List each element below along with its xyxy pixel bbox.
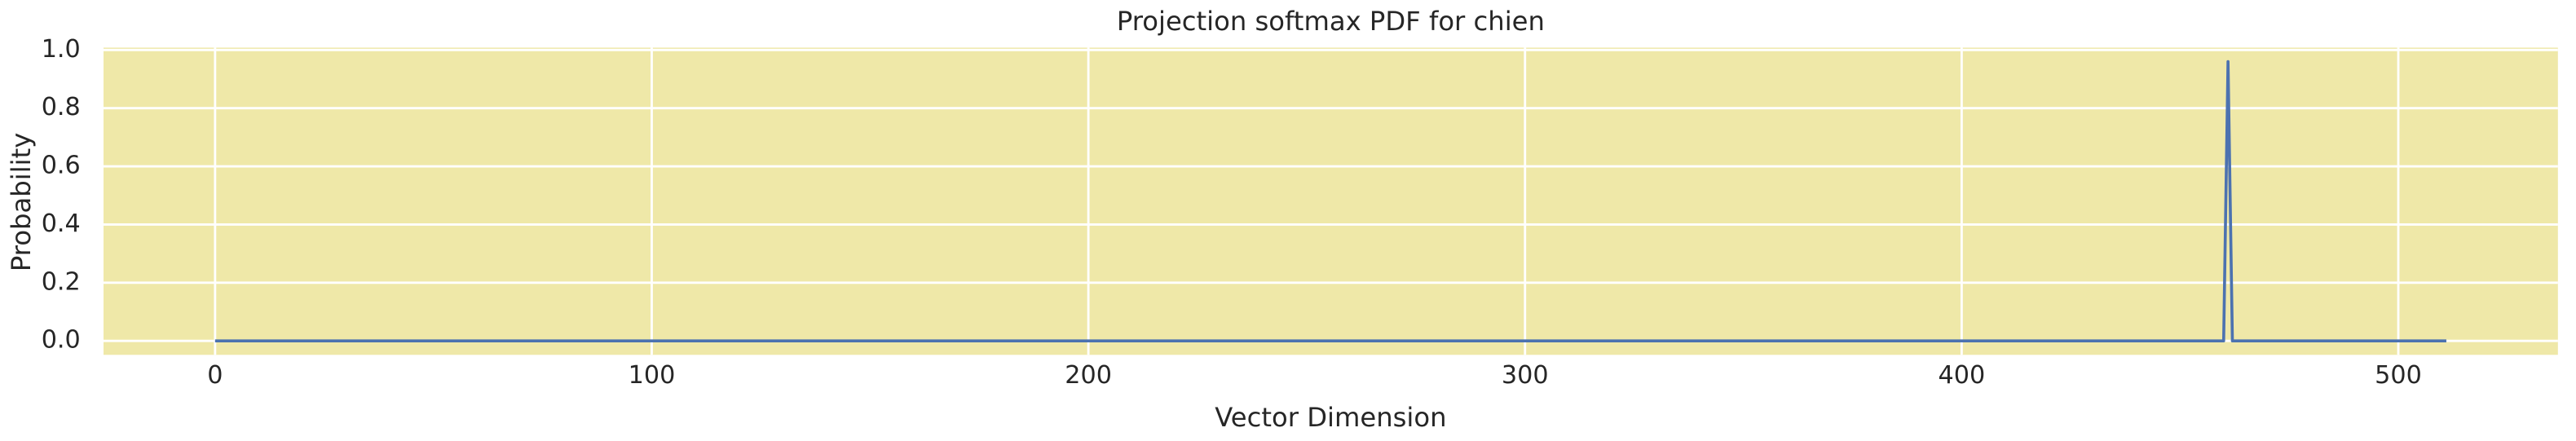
y-axis-label: Probability <box>6 133 37 271</box>
y-tick-label: 0.6 <box>42 152 81 180</box>
chart-title: Projection softmax PDF for chien <box>1117 6 1545 37</box>
x-tick-label: 300 <box>1502 361 1549 390</box>
y-tick-label: 1.0 <box>42 35 81 64</box>
x-tick-label: 0 <box>207 361 223 390</box>
x-tick-label: 100 <box>629 361 676 390</box>
y-tick-label: 0.4 <box>42 209 81 238</box>
x-tick-label: 400 <box>1939 361 1986 390</box>
y-tick-label: 0.0 <box>42 326 81 355</box>
plot-background <box>103 47 2558 355</box>
x-tick-label: 200 <box>1065 361 1112 390</box>
x-tick-label: 500 <box>2375 361 2422 390</box>
data-line <box>214 60 2446 342</box>
y-tick-label: 0.2 <box>42 267 81 296</box>
x-axis-label: Vector Dimension <box>1215 402 1446 433</box>
y-tick-label: 0.8 <box>42 93 81 121</box>
